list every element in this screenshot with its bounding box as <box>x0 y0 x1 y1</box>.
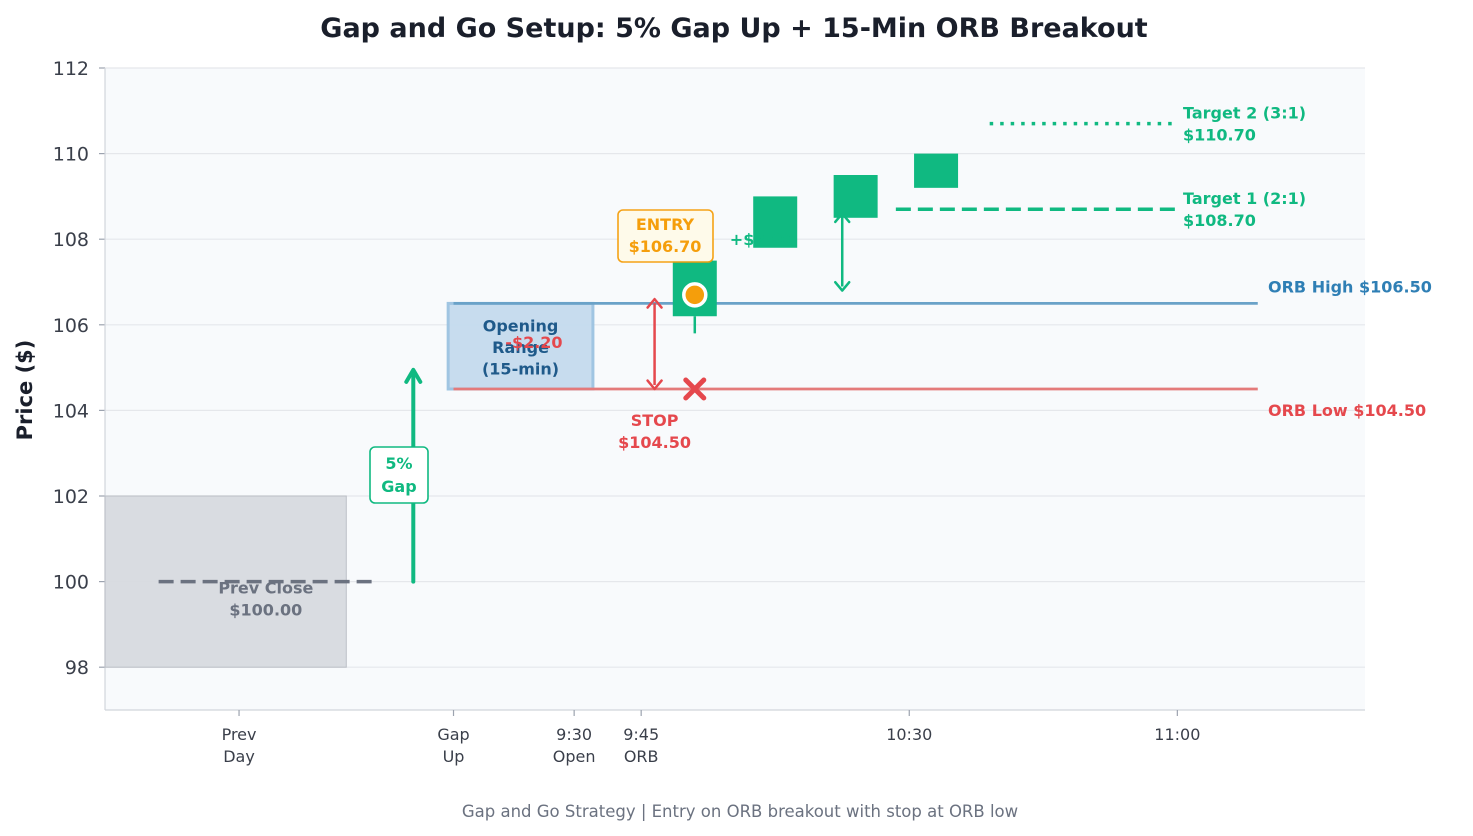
y-tick-label: 100 <box>53 572 89 594</box>
x-tick-label: 11:00 <box>1154 725 1200 744</box>
y-tick-label: 106 <box>53 315 89 337</box>
y-tick-label: 98 <box>65 657 89 679</box>
reward-arrow-head <box>833 212 851 224</box>
y-tick-label: 110 <box>53 144 89 166</box>
stop-marker <box>683 377 707 401</box>
orb-low-label: ORB Low $104.50 <box>1268 401 1426 420</box>
opening-range-label: Range <box>492 338 549 357</box>
candle-body <box>753 196 798 248</box>
y-tick-label: 108 <box>53 229 89 251</box>
stop-price: $104.50 <box>618 433 691 452</box>
y-tick-label: 112 <box>53 58 89 80</box>
x-tick-label: ORB <box>624 747 659 766</box>
prev-close-price: $100.00 <box>229 601 302 620</box>
reward-label: +$2.00 <box>730 230 794 249</box>
entry-label: ENTRY <box>636 215 695 234</box>
target1-price: $108.70 <box>1183 211 1256 230</box>
x-tick-label: 9:30 <box>556 725 592 744</box>
risk-arrow-head <box>646 379 663 391</box>
x-tick-label: Day <box>223 747 255 766</box>
gap-arrow-head <box>404 367 423 384</box>
gap-label: 5% <box>385 454 412 473</box>
plot-area: 98 100 102 104 106 108 110 112 Prev Day Gap Up 9:30 O… <box>53 58 1432 766</box>
x-tick-label: Up <box>443 747 465 766</box>
entry-label-box <box>617 209 714 263</box>
risk-label: -$2.20 <box>505 333 562 352</box>
x-tick-label: 9:45 <box>623 725 659 744</box>
reward-arrow-head <box>833 280 851 292</box>
risk-arrow-head <box>646 297 663 309</box>
chart-footer: Gap and Go Strategy | Entry on ORB break… <box>462 802 1018 821</box>
y-axis-label: Price ($) <box>13 340 37 441</box>
y-tick-label: 102 <box>53 486 89 508</box>
stop-label: STOP <box>631 411 679 430</box>
x-tick-label: Gap <box>437 725 469 744</box>
chart-title: Gap and Go Setup: 5% Gap Up + 15-Min ORB… <box>320 13 1147 44</box>
candle-body <box>914 153 959 188</box>
target1-label: Target 1 (2:1) <box>1183 189 1306 208</box>
target2-price: $110.70 <box>1183 126 1256 145</box>
entry-marker <box>682 282 708 308</box>
y-tick-label: 104 <box>53 400 89 422</box>
orb-high-label: ORB High $106.50 <box>1268 277 1432 296</box>
gap-label: Gap <box>381 477 416 496</box>
x-tick-label: Open <box>553 747 596 766</box>
entry-price: $106.70 <box>629 237 702 256</box>
prev-close-label: Prev Close <box>218 579 313 598</box>
gap-label-box <box>369 446 429 504</box>
opening-range-label: Opening <box>483 316 559 335</box>
candle-body <box>833 175 878 218</box>
x-tick-label: Prev <box>222 725 257 744</box>
opening-range-label: (15-min) <box>482 359 559 378</box>
x-tick-label: 10:30 <box>886 725 932 744</box>
target2-label: Target 2 (3:1) <box>1183 104 1306 123</box>
